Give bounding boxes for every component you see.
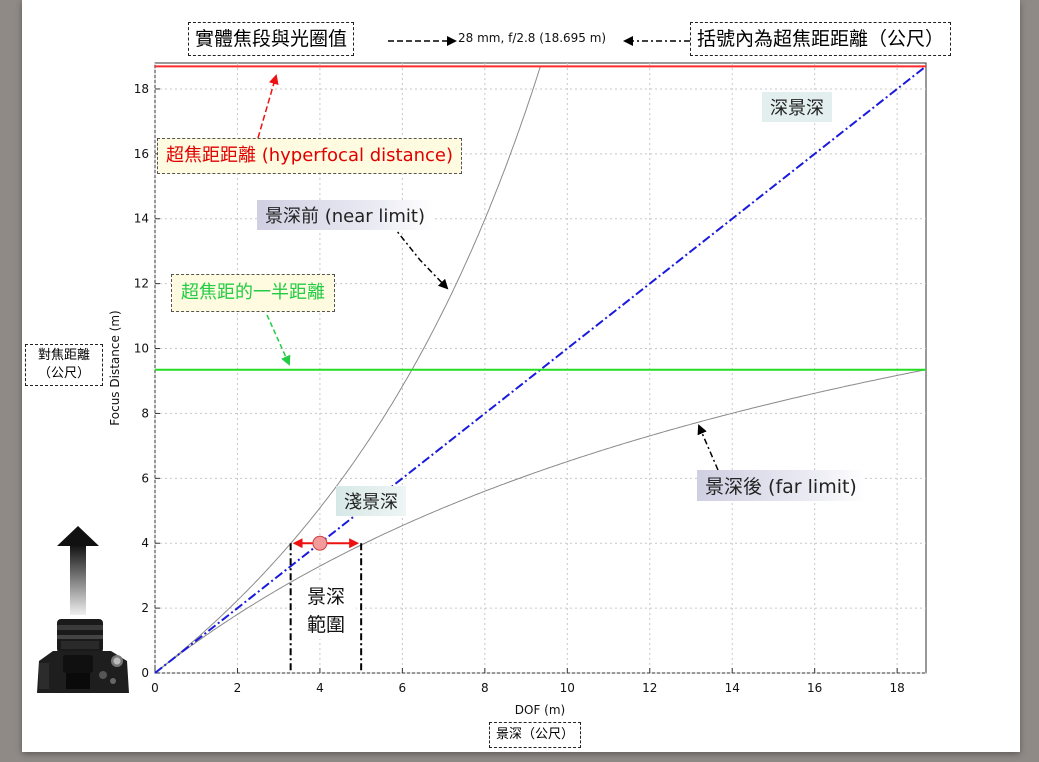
deep-dof-label: 深景深 (762, 92, 832, 122)
y-tick-label: 4 (141, 536, 149, 550)
up-arrow-icon (57, 526, 99, 620)
focus-diagonal-line (154, 65, 927, 674)
dof-range-label-line2: 範圍 (306, 614, 345, 636)
y-tick-label: 16 (134, 147, 149, 161)
y-axis-label: Focus Distance (m) (108, 310, 122, 425)
x-tick-label: 10 (560, 681, 575, 695)
y-tick-label: 8 (141, 406, 149, 420)
camera-icon (33, 615, 133, 705)
hyperfocal-label: 超焦距距離 (hyperfocal distance) (157, 138, 462, 174)
y-axis-zh-line2: （公尺） (37, 366, 90, 381)
lens-value: 28 mm, f/2.8 (18.695 m) (458, 31, 607, 45)
y-axis-zh-line1: 對焦距離 (37, 348, 90, 363)
x-tick-label: 4 (316, 681, 324, 695)
x-tick-label: 18 (889, 681, 904, 695)
x-tick-label: 6 (399, 681, 407, 695)
half-hyperfocal-label: 超焦距的一半距離 (171, 274, 335, 312)
chart-series (154, 65, 927, 674)
x-tick-label: 16 (807, 681, 822, 695)
x-axis-label: DOF (m) (515, 703, 565, 717)
x-tick-label: 2 (234, 681, 242, 695)
x-axis-ticks: 0 2 4 6 8 10 12 14 16 18 (151, 668, 905, 695)
far-limit-label: 景深後 (far limit) (697, 470, 865, 501)
shallow-dof-label: 淺景深 (336, 486, 406, 516)
x-axis-zh-label: 景深（公尺） (489, 722, 582, 748)
y-axis-zh-label: 對焦距離 （公尺） (25, 344, 103, 386)
x-tick-label: 0 (151, 681, 159, 695)
lens-label: 實體焦段與光圈值 (188, 22, 355, 56)
dof-range-label-line1: 景深 (306, 586, 345, 608)
hyperfocal-note: 括號內為超焦距距離（公尺） (690, 22, 952, 56)
dof-range-marker (289, 535, 363, 673)
y-tick-label: 2 (141, 601, 149, 615)
annotation-arrows (257, 36, 719, 471)
far-limit-curve (154, 369, 927, 674)
dof-range-label: 景深 範圍 (296, 583, 356, 639)
y-tick-label: 0 (141, 666, 149, 680)
y-tick-label: 10 (134, 342, 149, 356)
y-tick-label: 6 (141, 471, 149, 485)
grid (154, 63, 926, 674)
x-tick-label: 14 (725, 681, 740, 695)
y-tick-label: 18 (134, 82, 149, 96)
x-tick-label: 8 (481, 681, 489, 695)
y-tick-label: 14 (134, 212, 149, 226)
focus-point (312, 535, 328, 551)
x-tick-label: 12 (642, 681, 657, 695)
near-limit-curve (154, 65, 541, 674)
y-tick-label: 12 (134, 277, 149, 291)
near-limit-label: 景深前 (near limit) (257, 200, 433, 230)
y-axis-ticks: 0 2 4 6 8 10 12 14 16 18 (134, 82, 160, 680)
